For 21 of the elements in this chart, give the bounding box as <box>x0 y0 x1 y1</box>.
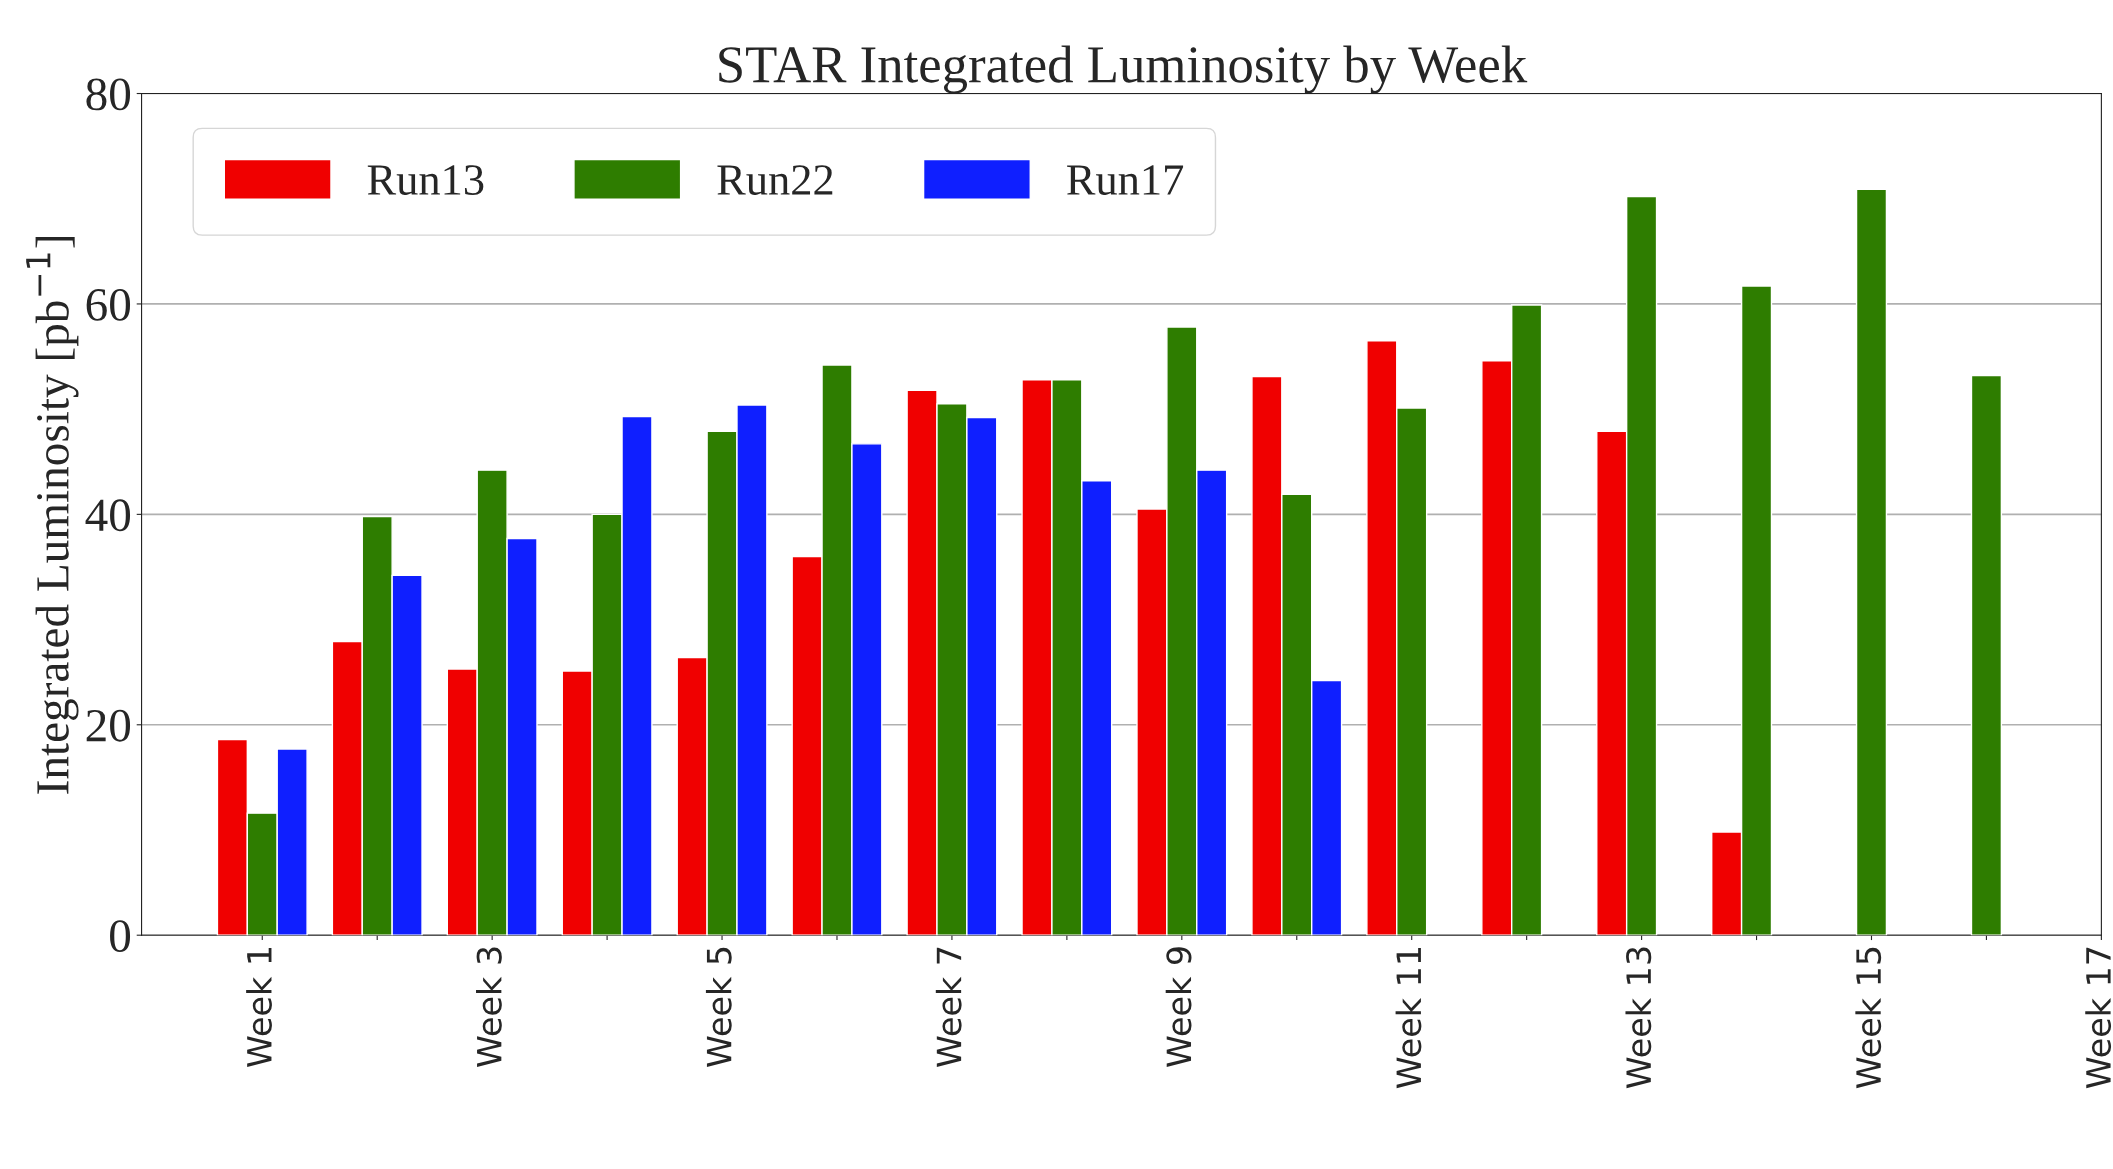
legend-label: Run13 <box>367 165 484 196</box>
bar <box>1970 374 2003 936</box>
legend-label: Run17 <box>1067 165 1184 196</box>
y-tick-label: 80 <box>86 78 131 111</box>
y-tick-label: 20 <box>86 709 131 742</box>
x-tick-label: Week 1 <box>246 948 272 1067</box>
chart-title: STAR Integrated Luminosity by Week <box>719 45 1528 94</box>
x-tick-label: Week 11 <box>1395 948 1422 1089</box>
x-tick-label: Week 15 <box>1855 947 1882 1089</box>
y-tick-label: 60 <box>86 288 131 321</box>
x-tick-label: Week 9 <box>1165 947 1192 1067</box>
x-tick-label: Week 13 <box>1625 947 1652 1089</box>
y-tick-label: 0 <box>110 920 131 953</box>
x-tick-label: Week 17 <box>2085 947 2112 1089</box>
legend-label: Run22 <box>717 165 833 196</box>
bar <box>1855 188 1888 936</box>
x-tick-label: Week 3 <box>476 947 502 1067</box>
x-tick-label: Week 7 <box>935 947 962 1067</box>
x-tick-label: Week 5 <box>705 947 732 1067</box>
y-axis-title: Integrated Luminosity [pb$^{−1}$] <box>26 236 79 794</box>
y-tick-label: 40 <box>85 499 131 532</box>
